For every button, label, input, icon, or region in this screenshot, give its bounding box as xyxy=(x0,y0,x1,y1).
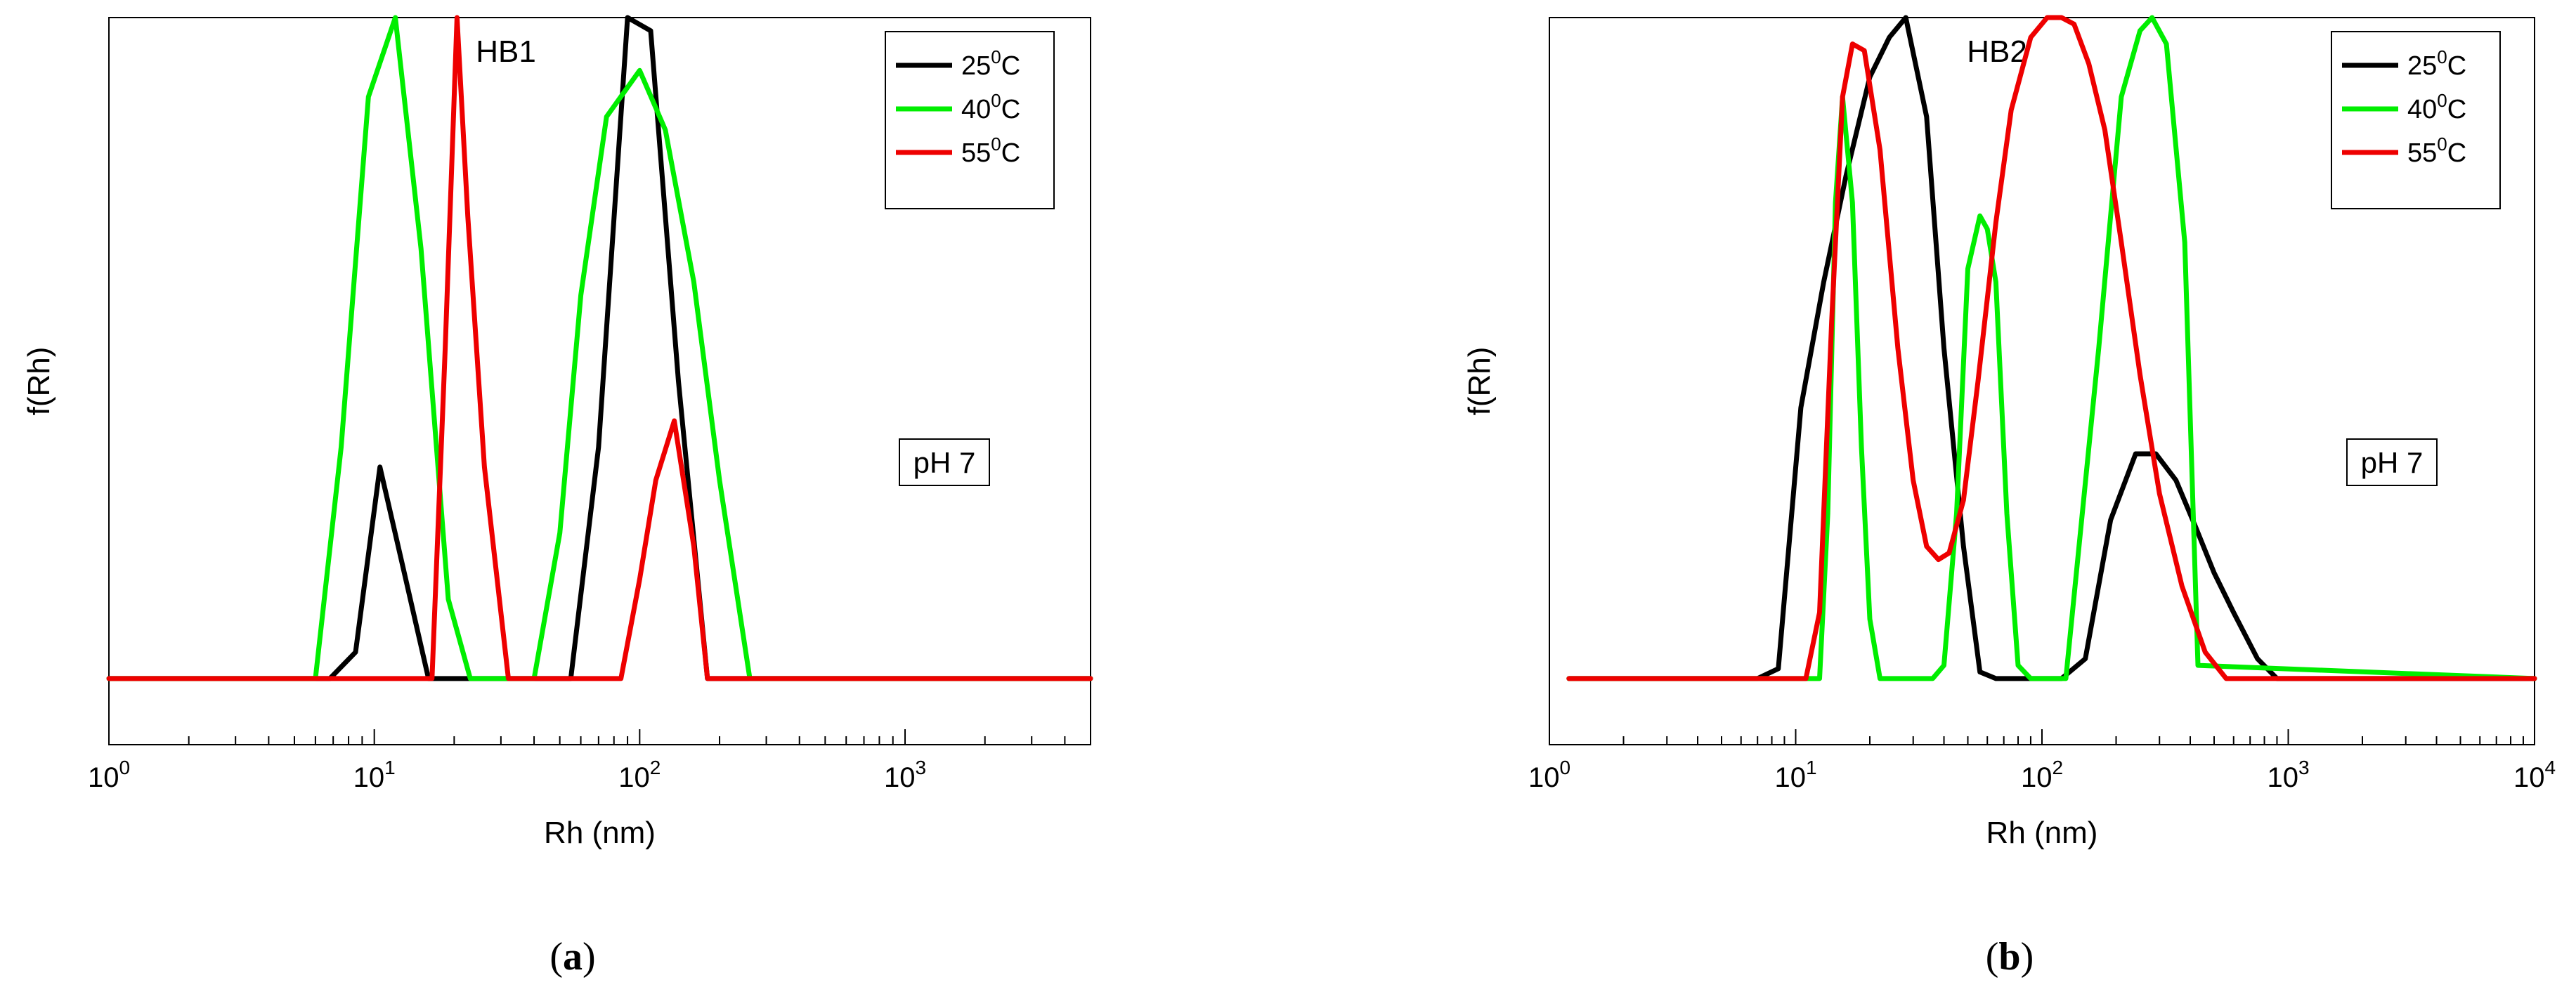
panel-title: HB1 xyxy=(476,34,536,69)
series-line-40C xyxy=(1566,15,2537,681)
ph-annotation-text: pH 7 xyxy=(2361,446,2424,479)
legend-label-55C: 550C xyxy=(2407,133,2466,168)
y-axis-label: f(Rh) xyxy=(1462,347,1497,416)
chart-panel-a: 100 101 102 103 Rh (nm) f(Rh) HB1 250C 400C 550C p… xyxy=(22,15,1093,850)
ph-annotation-box xyxy=(899,438,990,486)
x-tick-label-10-2: 102 xyxy=(618,757,661,793)
legend-label-40C: 400C xyxy=(961,90,1020,124)
legend-box xyxy=(2331,31,2501,209)
x-tick-label-10-1: 101 xyxy=(353,757,396,793)
x-axis-label: Rh (nm) xyxy=(1986,816,2098,850)
panel-title: HB2 xyxy=(1967,34,2027,69)
legend-label-40C: 400C xyxy=(2407,90,2466,124)
x-tick-label-10-0: 100 xyxy=(88,757,130,793)
x-tick-label-10-3: 103 xyxy=(2267,757,2309,793)
series-line-55C xyxy=(1566,15,2537,681)
caption-a: (a) xyxy=(549,935,595,979)
chart-panel-b: 100 101 102 103 104 Rh (nm) f(Rh) HB2 250C 400C 55… xyxy=(1462,15,2556,850)
ph-annotation-box xyxy=(2346,438,2438,486)
series-line-55C xyxy=(106,15,1093,681)
legend-label-55C: 550C xyxy=(961,133,1020,168)
y-axis-label: f(Rh) xyxy=(22,347,56,416)
ph-annotation-text: pH 7 xyxy=(913,446,976,479)
legend-box xyxy=(885,31,1055,209)
x-axis-label: Rh (nm) xyxy=(544,816,656,850)
x-tick-label-10-4: 104 xyxy=(2513,757,2556,793)
legend-label-25C: 250C xyxy=(2407,46,2466,81)
x-tick-label-10-3: 103 xyxy=(884,757,926,793)
series-line-40C xyxy=(106,15,1093,681)
x-tick-label-10-1: 101 xyxy=(1774,757,1816,793)
plot-area-frame-a xyxy=(108,17,1091,745)
legend-label-25C: 250C xyxy=(961,46,1020,81)
x-tick-label-10-0: 100 xyxy=(1528,757,1570,793)
caption-b: (b) xyxy=(1986,935,2034,979)
x-tick-label-10-2: 102 xyxy=(2021,757,2063,793)
